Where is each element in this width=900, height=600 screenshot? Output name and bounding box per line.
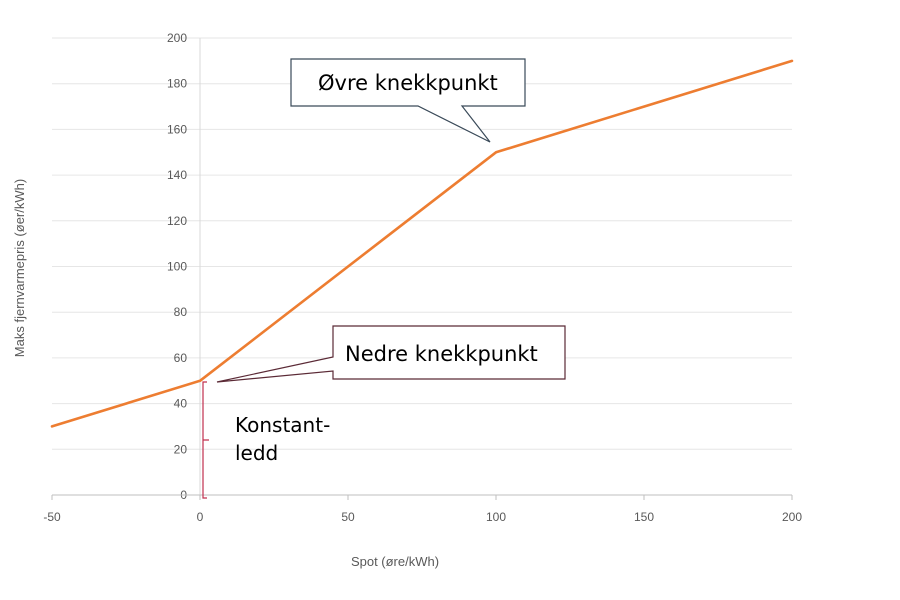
bracket-path bbox=[202, 381, 209, 499]
upper-callout-box bbox=[290, 58, 526, 143]
constant-term-label-line2: ledd bbox=[235, 441, 278, 465]
x-axis-title: Spot (øre/kWh) bbox=[351, 554, 439, 569]
x-tick-label: -50 bbox=[43, 510, 61, 524]
y-tick-label: 180 bbox=[167, 77, 187, 91]
lower-callout-box bbox=[216, 325, 566, 383]
y-tick-label: 80 bbox=[174, 305, 188, 319]
y-tick-label: 100 bbox=[167, 260, 187, 274]
y-axis-title: Maks fjernvarmepris (øer/kWh) bbox=[12, 179, 27, 357]
y-tick-label: 140 bbox=[167, 168, 187, 182]
y-tick-label: 160 bbox=[167, 122, 187, 136]
y-tick-label: 20 bbox=[174, 442, 188, 456]
constant-term-bracket bbox=[202, 381, 209, 499]
y-tick-label: 200 bbox=[167, 31, 187, 45]
y-tick-label: 60 bbox=[174, 351, 188, 365]
y-tick-label: 40 bbox=[174, 397, 188, 411]
x-tick-label: 150 bbox=[634, 510, 654, 524]
x-tick-label: 0 bbox=[197, 510, 204, 524]
constant-term-label-line1: Konstant- bbox=[235, 413, 330, 437]
series-line bbox=[50, 59, 794, 428]
upper-callout-label: Øvre knekkpunkt bbox=[318, 71, 498, 95]
series-group bbox=[50, 59, 794, 428]
y-tick-label: 120 bbox=[167, 214, 187, 228]
x-tick-label: 50 bbox=[341, 510, 355, 524]
x-tick-labels: -50 0 50 100 150 200 bbox=[43, 495, 802, 524]
x-tick-label: 100 bbox=[486, 510, 506, 524]
x-tick-label: 200 bbox=[782, 510, 802, 524]
lower-callout-label: Nedre knekkpunkt bbox=[345, 342, 538, 366]
